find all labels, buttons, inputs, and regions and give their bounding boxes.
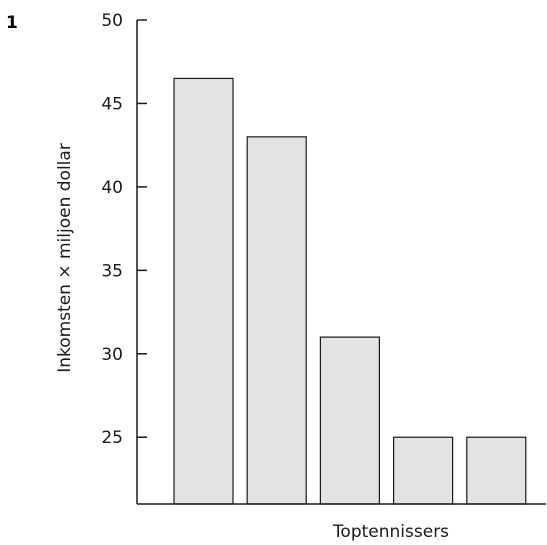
y-tick-label: 35 (101, 261, 123, 281)
bar-1 (173, 77, 234, 505)
y-tick-label: 30 (101, 345, 123, 365)
y-tick-label: 45 (101, 94, 123, 114)
y-tick-label: 40 (101, 178, 123, 198)
y-tick-label: 25 (101, 428, 123, 448)
x-axis-title: Toptennissers (332, 522, 449, 542)
bar-4 (393, 436, 454, 505)
figure-number: 1 (6, 13, 18, 33)
y-axis-title: Inkomsten × miljoen dollar (55, 143, 75, 373)
bar-3 (319, 336, 380, 505)
y-ticks-group: 25 30 35 40 45 50 (101, 11, 147, 448)
bar-2 (246, 136, 307, 505)
bars-group (173, 77, 527, 505)
axes-group (136, 20, 546, 505)
bar-5 (466, 436, 527, 505)
y-tick-label: 50 (101, 11, 123, 31)
